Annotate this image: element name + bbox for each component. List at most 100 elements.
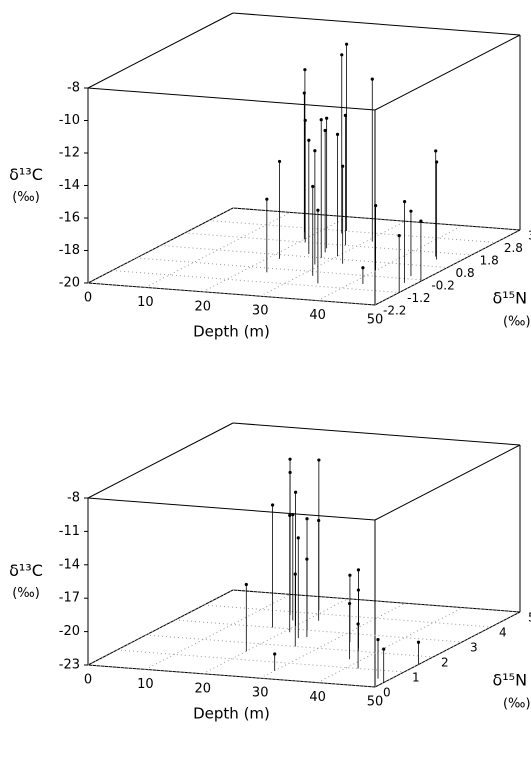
box-edge — [232, 589, 521, 613]
point — [307, 138, 311, 142]
z-tick-label: -8 — [67, 81, 80, 96]
z-axis-unit: (‰) — [12, 190, 40, 205]
grid-line — [374, 611, 521, 688]
point — [335, 132, 340, 136]
grid-line — [259, 602, 406, 679]
grid-line — [87, 589, 234, 666]
y-axis-label: δ¹⁵N — [492, 288, 527, 307]
z-axis-label: δ¹³C — [9, 165, 43, 184]
point — [356, 622, 360, 626]
point — [303, 68, 307, 72]
box-edge — [374, 444, 521, 521]
grid-line — [317, 225, 463, 302]
point — [340, 53, 344, 57]
grid-line — [374, 229, 521, 306]
point — [305, 517, 309, 521]
y-tick-label: 2 — [441, 656, 449, 670]
y-tick-label: 3.8 — [528, 229, 531, 243]
point — [305, 557, 309, 561]
x-tick-label: 50 — [367, 695, 384, 710]
point — [356, 588, 360, 592]
grid-line — [112, 270, 400, 293]
point — [435, 160, 439, 164]
grid-line — [116, 649, 405, 673]
point — [374, 204, 378, 208]
z-tick-label: -14 — [59, 557, 80, 572]
z-tick-label: -18 — [59, 243, 80, 258]
z-tick-label: -17 — [59, 591, 80, 606]
x-axis-label: Depth (m) — [193, 705, 270, 723]
box-edge — [87, 12, 234, 89]
x-tick-label: 40 — [309, 690, 326, 705]
x-tick-label: 20 — [195, 681, 212, 696]
box-edge — [87, 422, 234, 499]
point — [277, 159, 282, 164]
point — [376, 638, 380, 642]
point — [296, 536, 300, 540]
point — [356, 568, 361, 572]
point — [291, 513, 295, 517]
point — [434, 149, 438, 153]
point — [288, 457, 292, 461]
point — [273, 652, 277, 656]
point — [348, 573, 352, 577]
point — [302, 91, 306, 95]
grid-line — [145, 211, 291, 288]
grid-line — [202, 598, 349, 675]
z-tick-label: -8 — [67, 491, 80, 506]
point — [288, 513, 292, 517]
y-tick-label: 1 — [412, 671, 420, 685]
point — [293, 572, 297, 576]
point — [397, 234, 401, 238]
point — [319, 118, 323, 122]
point — [416, 640, 421, 644]
x-tick-label: 10 — [137, 677, 154, 692]
z-tick-label: -10 — [59, 113, 80, 128]
grid-line — [203, 604, 492, 628]
y-tick-label: 1.8 — [480, 254, 499, 268]
z-axis-label: δ¹³C — [9, 561, 43, 580]
grid-line — [317, 607, 463, 684]
z-axis-unit: (‰) — [12, 586, 40, 601]
point — [323, 128, 327, 133]
x-tick-label: 0 — [84, 291, 92, 306]
y-tick-label: -2.2 — [383, 304, 406, 318]
point — [317, 518, 321, 523]
y-tick-label: -1.2 — [407, 291, 430, 305]
z-tick-label: -11 — [59, 524, 80, 539]
z-tick-label: -16 — [59, 211, 80, 226]
point — [311, 184, 315, 189]
point — [325, 116, 329, 120]
box-edge — [232, 422, 521, 446]
box-edge — [87, 282, 376, 306]
y-axis-label: δ¹⁵N — [492, 670, 527, 689]
y-axis-unit: (‰) — [503, 314, 531, 329]
z-tick-label: -20 — [59, 276, 80, 291]
point — [344, 42, 349, 46]
y-tick-label: 3 — [470, 641, 478, 655]
y-tick-label: 0.8 — [456, 266, 475, 280]
point — [419, 219, 423, 223]
point — [370, 77, 374, 81]
box-edge — [87, 497, 376, 521]
x-tick-label: 50 — [367, 313, 384, 328]
point — [316, 208, 320, 212]
z-tick-label: -12 — [59, 146, 80, 161]
box-edge — [232, 12, 521, 36]
box-edge — [232, 207, 521, 231]
x-tick-label: 40 — [309, 308, 326, 323]
point — [303, 118, 307, 122]
y-tick-label: 2.8 — [504, 241, 523, 255]
point — [382, 647, 386, 651]
point — [403, 200, 407, 204]
point — [294, 490, 298, 494]
y-axis-unit: (‰) — [503, 696, 531, 711]
point — [341, 164, 345, 168]
x-tick-label: 0 — [84, 673, 92, 688]
box-edge — [87, 664, 376, 688]
grid-line — [202, 216, 349, 293]
box-edge — [87, 87, 376, 111]
box-edge — [374, 34, 521, 111]
point — [313, 149, 317, 153]
